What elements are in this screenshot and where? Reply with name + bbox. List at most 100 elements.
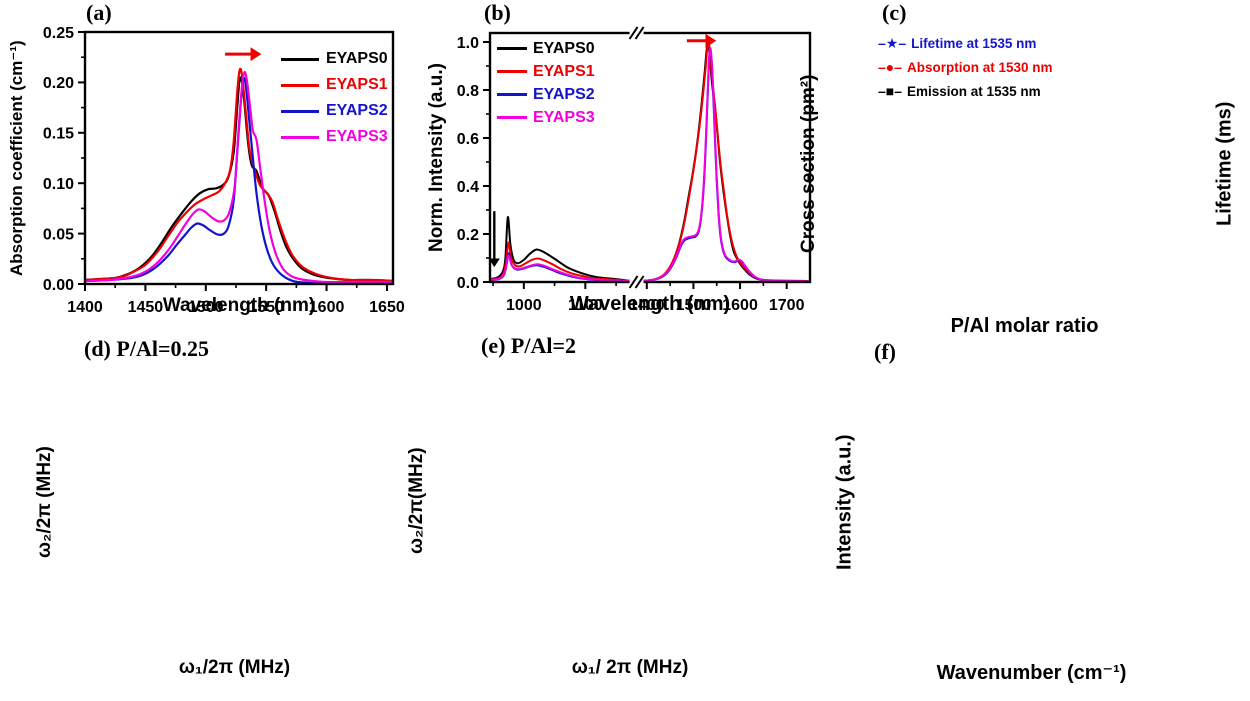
panel-c-x-axis-label: P/Al molar ratio xyxy=(950,315,1099,337)
panel-d-title: (d) P/Al=0.25 xyxy=(84,336,209,362)
x-tick-label: 1600 xyxy=(309,299,345,316)
y-tick-label: 0.05 xyxy=(43,226,74,243)
series-line-EYAPS3 xyxy=(489,46,809,283)
legend-row: EYAPS3 xyxy=(497,106,595,129)
y-tick-label: 0.6 xyxy=(457,131,479,148)
legend-line-swatch xyxy=(497,70,527,73)
legend-label: EYAPS3 xyxy=(533,108,595,126)
legend-line-swatch xyxy=(281,109,319,113)
panel-d-subtitle: P/Al=0.25 xyxy=(116,336,209,361)
series-line-EYAPS3 xyxy=(84,70,394,284)
x-tick-label: 1600 xyxy=(722,297,758,314)
x-tick-label: 1550 xyxy=(248,299,284,316)
panel-c-left-y-axis-label: Cross section (pm²) xyxy=(798,74,819,254)
x-tick-label: 1400 xyxy=(67,299,103,316)
panel-e-x-axis-label: ω₁/ 2π (MHz) xyxy=(571,657,689,678)
legend-label: Lifetime at 1535 nm xyxy=(911,35,1037,51)
panel-a-x-axis-label: Wavelength (nm) xyxy=(162,295,316,316)
legend-label: EYAPS0 xyxy=(533,39,595,57)
legend-label: EYAPS2 xyxy=(326,102,388,119)
legend-line-swatch xyxy=(497,116,527,119)
axis-break-mask xyxy=(629,278,644,286)
legend-label: EYAPS2 xyxy=(533,85,595,103)
legend-line-swatch xyxy=(281,135,319,139)
panel-d-y-axis-label: ω₂/2π (MHz) xyxy=(34,446,55,558)
y-tick-label: 0.25 xyxy=(43,25,74,42)
legend-row: EYAPS0 xyxy=(281,46,388,72)
panel-b-y-axis-label: Norm. Intensity (a.u.) xyxy=(426,63,447,252)
series-group xyxy=(84,67,394,285)
arrow-head xyxy=(488,258,500,268)
legend-row: EYAPS3 xyxy=(281,124,388,150)
chart-a-absorption-spectra: 1400 1450 1500 1550 1600 1650 0.00 0.05 0.10 0.15… xyxy=(43,25,405,316)
x-tick-label: 1400 xyxy=(629,297,665,314)
legend-row: EYAPS0 xyxy=(497,37,595,60)
circle-marker-icon: –●– xyxy=(878,59,903,75)
legend-row: EYAPS1 xyxy=(281,72,388,98)
y-tick-label: 0.00 xyxy=(43,277,74,294)
series-line-EYAPS1 xyxy=(84,67,394,283)
panel-d-letter: (d) xyxy=(84,336,111,361)
panel-e-y-axis-label: ω₂/2π(MHz) xyxy=(406,447,427,554)
panel-a-legend: EYAPS0 EYAPS1 EYAPS2 EYAPS3 xyxy=(281,46,388,150)
y-tick-label: 0.2 xyxy=(457,227,479,244)
legend-row: –■– Emission at 1535 nm xyxy=(878,79,1053,103)
axis-break-mask xyxy=(629,29,644,37)
legend-label: EYAPS3 xyxy=(326,128,388,145)
x-tick-label: 1100 xyxy=(568,297,603,314)
chart-b-emission-spectra: 1000 1100 1400 1500 1600 1700 0.0 0.2 0.4 0.6 0.8 1… xyxy=(457,26,812,314)
axis-break-mark xyxy=(628,275,639,289)
axis-break-mark xyxy=(634,26,645,40)
panel-c-right-y-axis-label: Lifetime (ms) xyxy=(1213,101,1236,227)
panel-e-subtitle: P/Al=2 xyxy=(510,333,577,358)
y-tick-label: 0.0 xyxy=(457,275,479,292)
legend-line-swatch xyxy=(497,93,527,96)
legend-line-swatch xyxy=(281,83,319,87)
legend-label: EYAPS0 xyxy=(326,50,388,67)
panel-c-letter: (c) xyxy=(882,0,907,25)
legend-row: EYAPS2 xyxy=(497,83,595,106)
legend-line-swatch xyxy=(281,57,319,61)
y-tick-label: 0.15 xyxy=(43,126,74,143)
x-tick-label: 1500 xyxy=(676,297,712,314)
panel-c-legend: –★– Lifetime at 1535 nm –●– Absorption at … xyxy=(878,31,1053,103)
x-tick-label: 1000 xyxy=(506,297,542,314)
legend-row: EYAPS2 xyxy=(281,98,388,124)
axis-box xyxy=(488,31,812,284)
panel-f-letter: (f) xyxy=(874,339,896,364)
legend-row: –★– Lifetime at 1535 nm xyxy=(878,31,1053,55)
panel-d-x-axis-label: ω₁/2π (MHz) xyxy=(178,657,291,678)
legend-row: EYAPS1 xyxy=(497,60,595,83)
y-tick-label: 1.0 xyxy=(457,35,479,52)
series-line-EYAPS0 xyxy=(84,76,394,283)
arrow-head xyxy=(250,47,262,62)
chart-f-raman-spectra xyxy=(0,0,300,150)
panel-a-letter: (a) xyxy=(86,0,112,25)
star-marker-icon: –★– xyxy=(878,35,907,51)
series-line-EYAPS1 xyxy=(489,40,809,282)
x-tick-label: 1700 xyxy=(769,297,805,314)
panel-f-x-axis-label: Wavenumber (cm⁻¹) xyxy=(936,662,1127,684)
x-tick-label: 1500 xyxy=(188,299,224,316)
y-tick-label: 0.10 xyxy=(43,176,74,193)
legend-label: Absorption at 1530 nm xyxy=(907,59,1053,75)
panel-b-letter: (b) xyxy=(484,0,511,25)
series-group xyxy=(489,40,809,283)
legend-line-swatch xyxy=(497,47,527,50)
legend-label: EYAPS1 xyxy=(326,76,388,93)
panel-b-x-axis-label: Wavelength (nm) xyxy=(569,293,731,315)
y-tick-label: 0.8 xyxy=(457,83,479,100)
axis-break-mark xyxy=(634,275,645,289)
y-tick-label: 0.4 xyxy=(457,179,479,196)
panel-e-letter: (e) xyxy=(481,333,506,358)
legend-label: EYAPS1 xyxy=(533,62,595,80)
y-tick-label: 0.20 xyxy=(43,75,74,92)
panel-f-y-axis-label: Intensity (a.u.) xyxy=(833,434,856,570)
x-tick-label: 1450 xyxy=(128,299,164,316)
arrow-head xyxy=(705,33,717,48)
panel-e-title: (e) P/Al=2 xyxy=(481,333,576,359)
x-tick-label: 1650 xyxy=(369,299,405,316)
legend-label: Emission at 1535 nm xyxy=(907,83,1041,99)
panel-b-legend: EYAPS0 EYAPS1 EYAPS2 EYAPS3 xyxy=(497,37,595,129)
